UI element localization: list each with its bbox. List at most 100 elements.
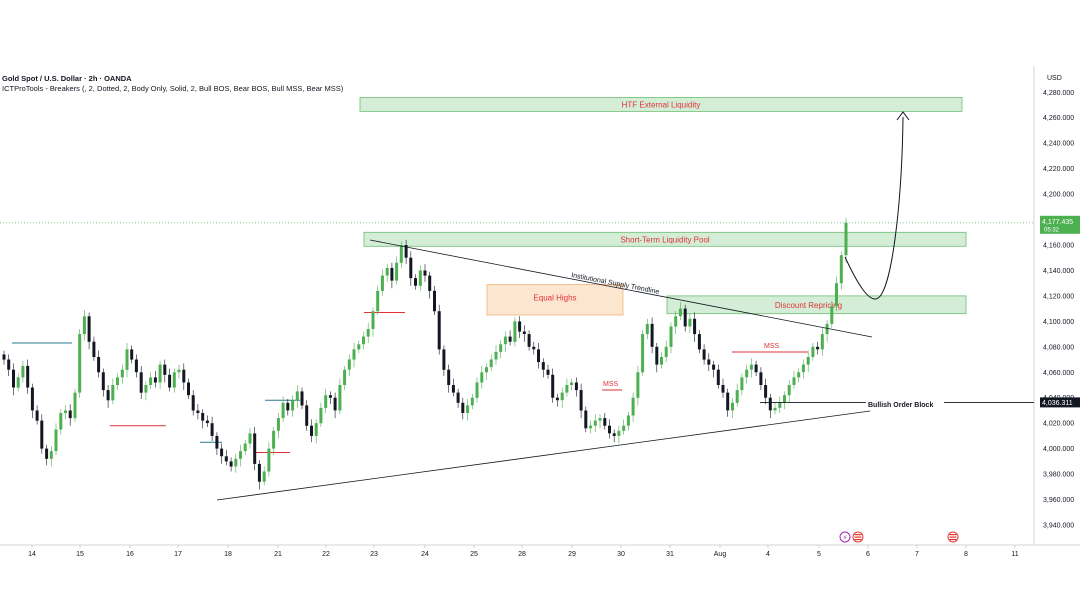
- candle[interactable]: [120, 364, 124, 384]
- candle[interactable]: [688, 313, 692, 333]
- candle[interactable]: [314, 419, 318, 444]
- candle[interactable]: [125, 343, 129, 378]
- candle[interactable]: [201, 409, 205, 429]
- candle[interactable]: [423, 264, 427, 282]
- candle[interactable]: [721, 378, 725, 398]
- candle[interactable]: [825, 320, 829, 342]
- candle[interactable]: [328, 391, 332, 405]
- candle[interactable]: [64, 405, 67, 420]
- candle[interactable]: [399, 241, 403, 268]
- candle[interactable]: [664, 340, 668, 363]
- candle[interactable]: [608, 419, 611, 439]
- candle[interactable]: [262, 466, 266, 486]
- candle[interactable]: [220, 443, 224, 464]
- candle[interactable]: [565, 378, 569, 397]
- candle[interactable]: [224, 449, 228, 466]
- candle[interactable]: [35, 405, 39, 425]
- candle[interactable]: [598, 414, 602, 429]
- candle[interactable]: [395, 256, 399, 285]
- candle[interactable]: [555, 393, 559, 407]
- candle[interactable]: [660, 351, 663, 369]
- candle[interactable]: [475, 377, 479, 403]
- candle[interactable]: [404, 239, 408, 265]
- candle[interactable]: [30, 383, 34, 419]
- candle[interactable]: [764, 378, 768, 405]
- candle[interactable]: [693, 312, 697, 342]
- candle[interactable]: [470, 393, 474, 410]
- candle[interactable]: [712, 360, 716, 378]
- candle[interactable]: [669, 322, 673, 354]
- candle[interactable]: [527, 330, 531, 351]
- candle[interactable]: [291, 395, 295, 417]
- candle[interactable]: [54, 423, 58, 455]
- candle[interactable]: [749, 358, 753, 378]
- candle[interactable]: [78, 329, 82, 398]
- candle[interactable]: [366, 322, 370, 343]
- candle[interactable]: [797, 368, 801, 383]
- candle[interactable]: [461, 397, 465, 420]
- candle[interactable]: [59, 409, 63, 435]
- candle[interactable]: [783, 391, 786, 410]
- candle[interactable]: [310, 419, 313, 443]
- candle[interactable]: [820, 327, 824, 356]
- candle[interactable]: [428, 271, 432, 299]
- candle[interactable]: [49, 446, 53, 467]
- candle[interactable]: [357, 340, 361, 354]
- candle[interactable]: [612, 429, 616, 443]
- candle[interactable]: [522, 325, 526, 342]
- candle[interactable]: [513, 317, 517, 347]
- candle[interactable]: [726, 388, 730, 417]
- candle[interactable]: [787, 379, 791, 403]
- candle[interactable]: [101, 368, 105, 397]
- candle[interactable]: [409, 251, 413, 286]
- candle[interactable]: [243, 439, 247, 455]
- candle[interactable]: [7, 354, 11, 377]
- candle[interactable]: [45, 444, 49, 466]
- candle[interactable]: [768, 393, 772, 419]
- candle[interactable]: [16, 373, 20, 392]
- candle[interactable]: [835, 276, 838, 312]
- candle[interactable]: [362, 331, 365, 350]
- candle[interactable]: [503, 331, 507, 352]
- candle[interactable]: [272, 427, 276, 455]
- candle[interactable]: [106, 385, 110, 408]
- candle[interactable]: [130, 345, 134, 364]
- candle[interactable]: [187, 378, 190, 399]
- lightning-event-icon[interactable]: [839, 531, 851, 543]
- candle[interactable]: [12, 363, 15, 396]
- zone-1[interactable]: [363, 231, 967, 247]
- candle[interactable]: [480, 365, 484, 389]
- candle[interactable]: [68, 404, 72, 426]
- candle[interactable]: [546, 364, 550, 379]
- candle[interactable]: [111, 378, 115, 405]
- candle[interactable]: [390, 262, 394, 289]
- candle[interactable]: [593, 414, 597, 433]
- candle[interactable]: [158, 360, 162, 389]
- candle[interactable]: [650, 317, 654, 354]
- candle[interactable]: [570, 378, 574, 391]
- candle[interactable]: [839, 251, 843, 290]
- candle[interactable]: [731, 397, 734, 419]
- candle[interactable]: [352, 343, 356, 368]
- candle[interactable]: [286, 399, 290, 416]
- candle[interactable]: [433, 285, 436, 315]
- candle[interactable]: [617, 425, 621, 444]
- candle[interactable]: [182, 363, 186, 391]
- candle[interactable]: [281, 396, 285, 422]
- candle[interactable]: [26, 359, 30, 394]
- candle[interactable]: [636, 365, 640, 406]
- candle[interactable]: [139, 365, 143, 399]
- candle[interactable]: [191, 390, 195, 416]
- candle[interactable]: [537, 343, 540, 369]
- candle[interactable]: [697, 330, 701, 354]
- candle[interactable]: [811, 343, 815, 361]
- candle[interactable]: [300, 387, 304, 410]
- candle[interactable]: [716, 364, 720, 389]
- candle[interactable]: [234, 453, 238, 473]
- ascending-trendline[interactable]: [216, 410, 871, 501]
- candle[interactable]: [418, 265, 422, 291]
- candle[interactable]: [707, 353, 711, 371]
- candle[interactable]: [210, 416, 214, 441]
- candle[interactable]: [584, 406, 588, 433]
- candle[interactable]: [645, 318, 649, 340]
